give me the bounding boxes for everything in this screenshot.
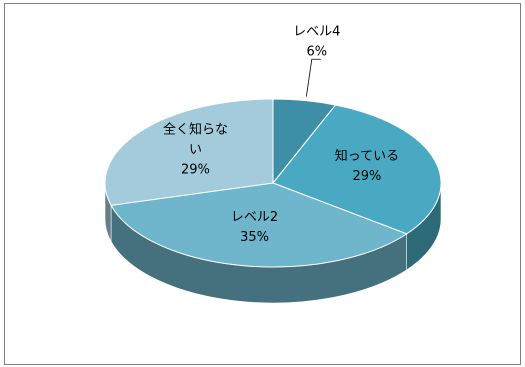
slice-name-0: レベル4 xyxy=(293,24,340,39)
leader-line-0 xyxy=(305,58,321,97)
leader-lines xyxy=(305,58,321,97)
pie-slice-2 xyxy=(110,182,408,268)
slice-name-2: レベル2 xyxy=(231,210,278,225)
slice-labels: レベル4 6% 知っている 29% レベル2 35% 全く知らない 29% xyxy=(163,24,399,245)
pie-slice-1 xyxy=(272,104,442,235)
slice-value-0: 6% xyxy=(306,44,327,59)
slice-value-3: 29% xyxy=(181,162,210,177)
slice-label-0: レベル4 6% xyxy=(293,24,340,59)
slice-value-2: 35% xyxy=(240,230,269,245)
slice-name-3: 全く知らな xyxy=(163,121,228,137)
pie-slices xyxy=(104,98,442,268)
slice-label-3: 全く知らない 29% xyxy=(163,121,228,177)
slice-name-3: い xyxy=(189,142,202,157)
slice-name-1: 知っている xyxy=(335,148,399,164)
slice-label-2: レベル2 35% xyxy=(231,210,278,245)
slice-value-1: 29% xyxy=(352,169,381,184)
slice-label-1: 知っている 29% xyxy=(335,148,399,184)
pie-slice-3 xyxy=(104,98,274,206)
